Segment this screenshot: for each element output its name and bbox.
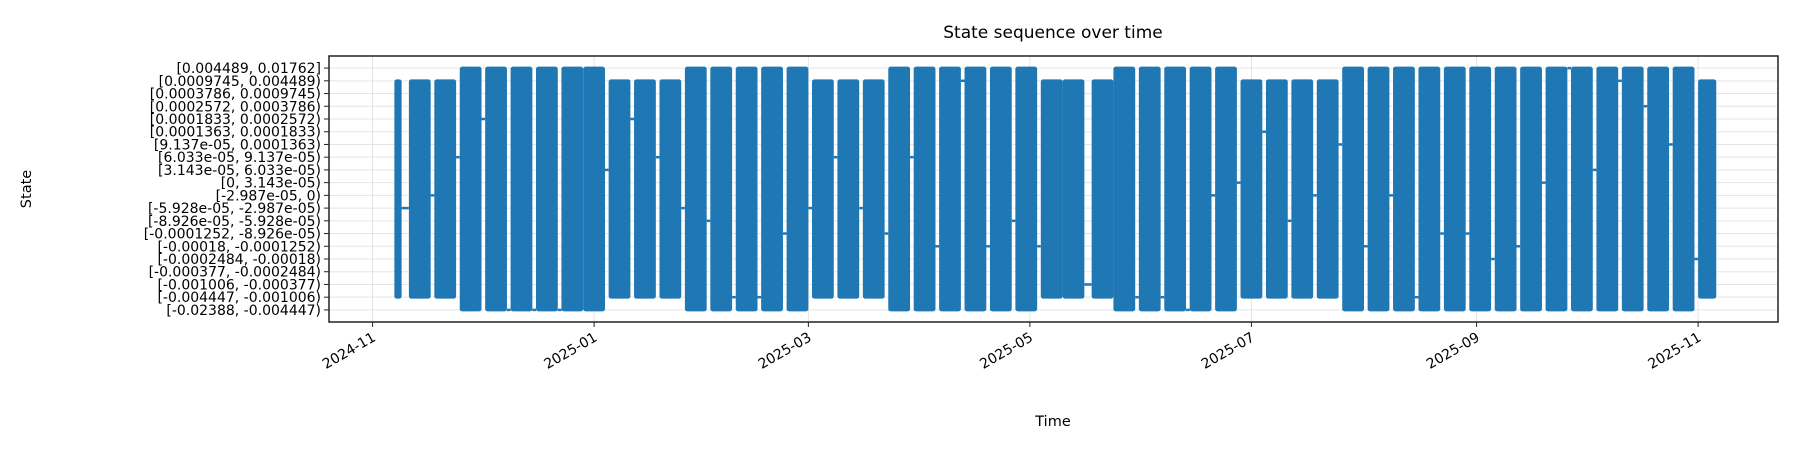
x-tick-label: 2024-11 <box>320 330 379 373</box>
y-tick-label: [0, 3.143e-05) <box>221 176 321 192</box>
state-block <box>964 66 987 312</box>
y-tick-label: [3.143e-05, 6.033e-05) <box>158 163 321 179</box>
state-block <box>434 79 457 299</box>
state-block <box>684 66 707 312</box>
state-block <box>1418 66 1441 312</box>
chart-title: State sequence over time <box>943 23 1162 43</box>
state-block <box>862 79 885 299</box>
series-marks <box>394 66 1717 312</box>
y-tick-label: [0.0003786, 0.0009745) <box>150 87 321 103</box>
state-block <box>1647 66 1670 312</box>
state-block <box>812 79 834 299</box>
state-block <box>1164 66 1187 312</box>
state-block <box>710 66 733 312</box>
x-tick-label: 2025-05 <box>977 330 1036 373</box>
state-block <box>989 66 1012 312</box>
state-block <box>634 79 656 299</box>
state-block <box>1189 66 1212 312</box>
state-block <box>786 66 809 312</box>
y-tick-label: [0.0009745, 0.004489) <box>159 74 321 90</box>
y-tick-label: [-0.000377, -0.0002484) <box>149 265 321 281</box>
y-tick-label: [-0.00018, -0.0001252) <box>157 239 321 255</box>
y-tick-label: [0.0002572, 0.0003786) <box>150 99 321 115</box>
x-axis-label: Time <box>1034 414 1071 430</box>
state-block <box>888 66 911 312</box>
state-block <box>1672 66 1695 312</box>
state-block <box>485 66 507 312</box>
state-block <box>1393 66 1415 312</box>
state-block <box>1062 79 1085 299</box>
state-block <box>1469 66 1492 312</box>
state-block <box>659 79 682 299</box>
y-axis: [-0.02388, -0.004447)[-0.004447, -0.0010… <box>144 61 329 319</box>
state-block <box>1316 79 1339 299</box>
y-tick-label: [-0.0001252, -8.926e-05) <box>144 227 321 243</box>
state-block <box>1240 79 1263 299</box>
state-block <box>408 79 431 299</box>
x-tick-label: 2025-07 <box>1199 330 1258 373</box>
state-block <box>1571 66 1593 312</box>
state-block <box>608 79 631 299</box>
y-tick-label: [-2.987e-05, 0) <box>216 188 321 204</box>
state-block <box>561 66 584 312</box>
x-tick-label: 2025-11 <box>1645 330 1704 373</box>
state-block <box>1596 66 1619 312</box>
y-tick-label: [0.004489, 0.01762] <box>176 61 321 77</box>
y-tick-label: [-0.004447, -0.001006) <box>157 290 321 306</box>
state-block <box>1443 66 1466 312</box>
state-block <box>1520 66 1542 312</box>
state-block <box>536 66 558 312</box>
plot-frame <box>328 55 1779 323</box>
state-block <box>1138 66 1161 312</box>
state-block <box>1342 66 1364 312</box>
state-block <box>394 79 402 299</box>
y-tick-label: [9.137e-05, 0.0001363) <box>154 137 321 153</box>
state-block <box>761 66 783 312</box>
y-tick-label: [-0.02388, -0.004447) <box>166 303 321 319</box>
y-tick-label: [0.0001363, 0.0001833) <box>150 125 321 141</box>
x-tick-label: 2025-09 <box>1424 330 1483 373</box>
state-block <box>510 66 533 312</box>
x-tick-label: 2025-01 <box>541 330 600 373</box>
y-tick-label: [-5.928e-05, -2.987e-05) <box>148 201 321 217</box>
state-block <box>837 79 860 299</box>
y-axis-label: State <box>19 170 35 208</box>
state-block <box>939 66 961 312</box>
x-axis: 2024-11 2025-01 2025-03 2025-05 2025-07 2025-… <box>320 322 1704 373</box>
state-block <box>1040 79 1063 299</box>
state-block <box>1494 66 1517 312</box>
y-tick-label: [-0.0002484, -0.00018) <box>157 252 321 268</box>
state-block <box>1215 66 1237 312</box>
y-tick-label: [-0.001006, -0.000377) <box>157 277 321 293</box>
state-block <box>1113 66 1136 312</box>
state-block <box>1291 79 1314 299</box>
state-block <box>1367 66 1390 312</box>
x-tick-label: 2025-03 <box>756 330 815 373</box>
state-block <box>913 66 936 312</box>
state-block <box>1015 66 1038 312</box>
state-block <box>1621 66 1644 312</box>
state-block <box>735 66 758 312</box>
state-block <box>1091 79 1114 299</box>
state-block <box>1265 79 1288 299</box>
y-tick-label: [6.033e-05, 9.137e-05) <box>158 150 321 166</box>
y-tick-label: [0.0001833, 0.0002572) <box>150 112 321 128</box>
state-block <box>583 66 605 312</box>
state-block <box>1545 66 1568 312</box>
state-block <box>459 66 482 312</box>
y-tick-label: [-8.926e-05, -5.928e-05) <box>148 214 321 230</box>
state-block <box>1698 79 1717 299</box>
